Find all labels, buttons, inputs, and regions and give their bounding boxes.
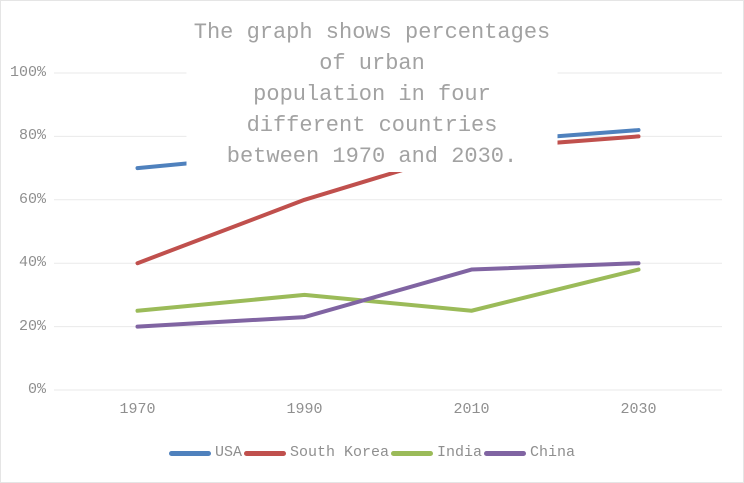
x-tick-label: 1990 (286, 401, 323, 418)
x-tick-label: 2010 (453, 401, 490, 418)
y-tick-label: 40% (18, 254, 46, 272)
legend-label: USA (214, 444, 242, 461)
series-line-india (135, 267, 641, 313)
y-tick-label: 0% (27, 381, 46, 398)
x-tick-label: 1970 (119, 401, 156, 418)
series-line-china (135, 261, 641, 329)
legend: USA South Korea India China (1, 444, 743, 462)
legend-label: South Korea (289, 444, 389, 461)
y-tick-label: 20% (18, 317, 46, 335)
y-tick-label: 60% (18, 190, 46, 208)
legend-swatch-icon (484, 450, 527, 456)
legend-swatch-icon (243, 450, 286, 456)
x-tick-label: 2030 (620, 401, 657, 418)
y-tick-label: 100% (9, 64, 46, 81)
legend-label: India (437, 444, 483, 461)
legend-item-india: India (391, 444, 482, 462)
y-tick-label: 80% (18, 127, 46, 145)
legend-item-south-korea: South Korea (243, 444, 389, 462)
legend-item-china: China (484, 444, 575, 462)
legend-swatch-icon (391, 450, 433, 456)
legend-item-usa: USA (168, 444, 242, 462)
legend-swatch-icon (168, 450, 211, 456)
legend-label: China (530, 444, 576, 461)
chart-title: The graph shows percentages of urban pop… (186, 17, 558, 172)
